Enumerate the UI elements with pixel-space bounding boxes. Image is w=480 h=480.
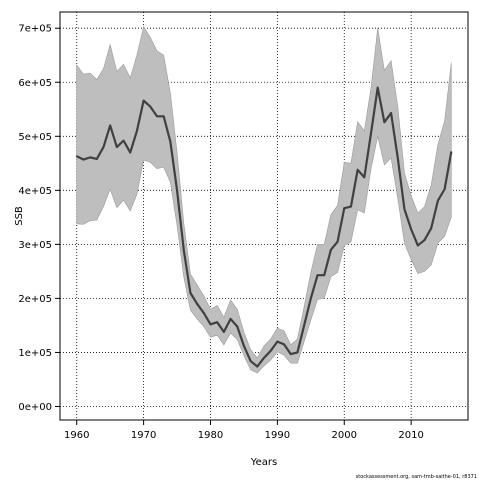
ssb-point-1973 [162,115,165,118]
ssb-point-2013 [430,227,433,230]
y-axis: 0e+00 1e+05 2e+05 3e+05 4e+05 5e+05 6e+05 7e+05 [18,24,60,413]
ssb-point-1963 [95,158,98,160]
ssb-point-1992 [289,353,292,355]
ssb-point-2014 [437,199,439,202]
ssb-point-1971 [149,105,152,108]
ssb-point-1997 [323,274,326,277]
ssb-point-2003 [363,176,366,179]
ssb-point-1970 [142,99,145,102]
ssb-point-1986 [249,360,252,362]
ssb-point-1980 [209,323,212,326]
ssb-point-1990 [276,340,279,343]
ssb-point-2008 [396,157,399,159]
source-caption: stockassessment.org, sam-tmb-saithe-01, … [356,474,477,480]
ssb-point-1961 [82,158,85,161]
ssb-point-1984 [236,325,239,328]
ssb-point-1988 [263,356,265,359]
ssb-point-1972 [156,115,158,118]
ssb-point-1982 [222,331,225,333]
ssb-point-1993 [296,351,299,354]
ssb-point-1977 [189,292,192,294]
x-tick-label: 2010 [398,430,423,441]
ssb-point-1979 [202,312,205,314]
ssb-point-2005 [376,86,379,89]
ssb-point-1995 [309,297,312,300]
ssb-point-2009 [403,208,406,211]
ssb-point-1964 [102,146,105,148]
ssb-point-1985 [243,345,245,347]
ssb-point-1999 [336,240,339,243]
ssb-point-1978 [196,302,199,305]
y-tick-label: 4e+05 [18,186,52,197]
y-tick-label: 6e+05 [18,78,52,89]
y-tick-label: 1e+05 [18,348,52,359]
y-axis-title: SSB [14,206,25,226]
ssb-point-1996 [316,274,319,277]
ssb-point-2012 [423,239,426,241]
y-tick-label: 3e+05 [18,240,52,251]
ssb-point-1974 [169,140,172,143]
ssb-point-2002 [356,168,359,171]
ssb-point-1998 [329,248,332,251]
ssb-point-1969 [136,129,138,132]
ssb-point-1967 [122,139,125,142]
y-tick-label: 7e+05 [18,24,52,35]
x-tick-label: 1980 [198,430,223,441]
x-tick-label: 1960 [64,430,89,441]
ssb-point-1989 [269,349,272,352]
ssb-point-2006 [383,121,386,124]
ssb-point-1966 [115,146,118,148]
x-tick-label: 1970 [131,430,156,441]
ssb-point-1962 [89,156,91,159]
plot-frame [59,11,469,421]
ssb-point-1975 [176,189,178,192]
ssb-data-points [75,86,453,368]
ssb-point-1983 [229,318,232,320]
confidence-band [76,25,452,374]
x-axis: 1960 1970 1980 1990 2000 2010 [64,420,424,441]
x-tick-label: 1990 [265,430,290,441]
ssb-point-2016 [450,151,453,153]
y-tick-label: 2e+05 [18,294,52,305]
ssb-point-2007 [390,112,392,114]
ssb-point-2000 [343,207,346,210]
y-tick-label: 0e+00 [18,402,52,413]
ssb-point-2004 [370,132,372,134]
ssb-point-2015 [443,188,446,191]
y-tick-label: 5e+05 [18,132,52,143]
ssb-point-1960 [75,155,78,158]
x-axis-title: Years [250,457,277,468]
ssb-point-1987 [256,365,259,368]
ssb-point-1981 [216,321,219,324]
ssb-point-2011 [416,244,419,247]
ssb-point-2001 [350,205,352,208]
ssb-point-1965 [109,124,112,127]
ssb-point-2010 [410,228,413,231]
ssb-point-1994 [303,324,306,327]
ssb-point-1976 [182,248,185,251]
ssb-point-1968 [129,151,132,154]
x-tick-label: 2000 [332,430,357,441]
ssb-point-1991 [283,343,285,346]
